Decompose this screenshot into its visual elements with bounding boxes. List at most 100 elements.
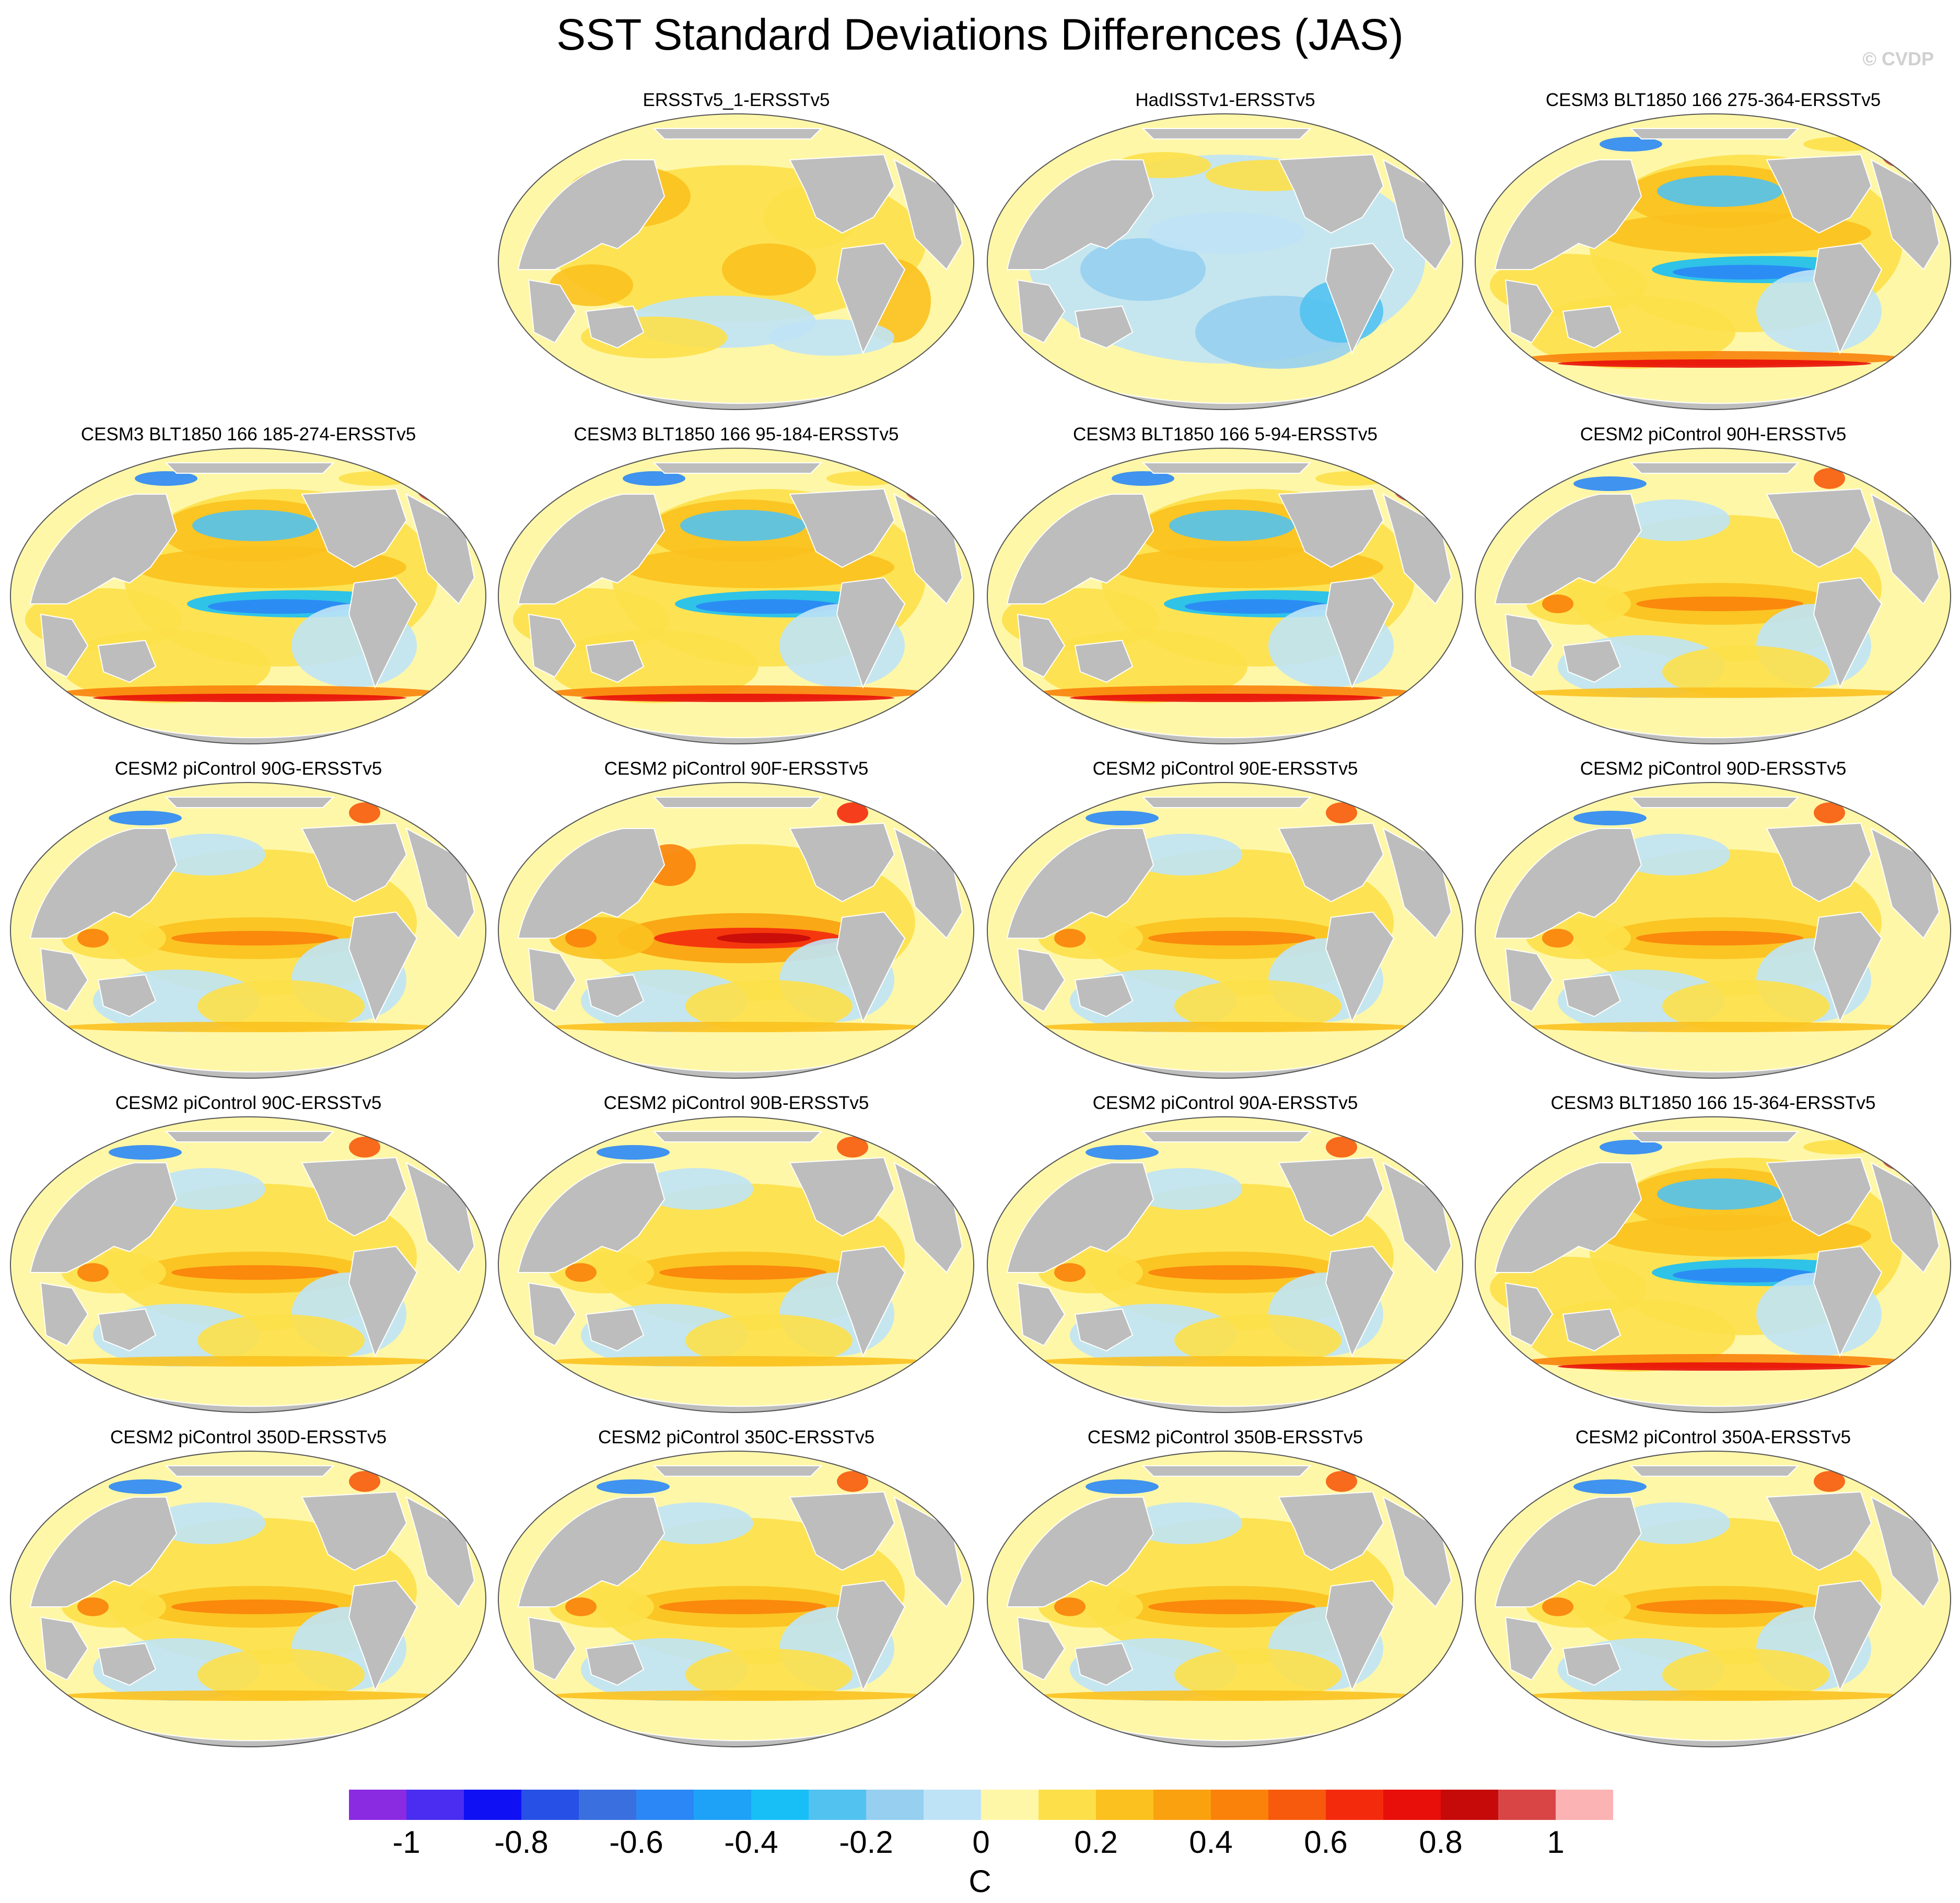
anomaly-contour: [349, 1471, 380, 1492]
map-panel: CESM2 piControl 90G-ERSSTv5: [9, 757, 487, 1081]
anomaly-contour: [1573, 811, 1647, 825]
colorbar-box: [349, 1790, 406, 1820]
map-outline: [987, 448, 1463, 744]
anomaly-contour: [1662, 646, 1829, 698]
anomaly-contour: [1394, 476, 1436, 502]
land-mask: [1141, 1131, 1312, 1142]
anomaly-contour: [837, 1137, 868, 1158]
colorbar-tick-label: 0: [972, 1825, 990, 1860]
land-mask: [1813, 242, 1883, 355]
land-mask: [1074, 1308, 1134, 1352]
anomaly-contour: [93, 694, 406, 702]
anomaly-contour: [1636, 931, 1803, 945]
anomaly-contour: [77, 1597, 109, 1616]
land-mask: [97, 1308, 157, 1352]
land-mask: [1278, 154, 1384, 234]
land-mask: [1562, 305, 1621, 349]
land-mask: [165, 462, 335, 474]
anomaly-contour: [717, 933, 811, 943]
land-mask: [97, 974, 157, 1018]
land-mask: [585, 1642, 645, 1686]
anomaly-contour: [1127, 1502, 1242, 1544]
map-field: [498, 1451, 974, 1747]
land-mask: [1629, 1465, 1800, 1477]
map-panel: CESM2 piControl 90F-ERSSTv5: [497, 757, 975, 1081]
land-mask: [40, 948, 89, 1012]
land-mask: [652, 1465, 823, 1477]
land-mask: [97, 1642, 157, 1686]
anomaly-contour: [150, 1502, 265, 1544]
anomaly-contour: [565, 1263, 597, 1282]
anomaly-contour: [1148, 212, 1305, 254]
anomaly-contour: [1573, 1479, 1647, 1494]
anomaly-contour: [62, 1690, 438, 1701]
anomaly-contour: [1326, 802, 1357, 823]
anomaly-contour: [1086, 1145, 1159, 1160]
colorbar-box: [1326, 1790, 1383, 1820]
land-mask: [1494, 1162, 1642, 1273]
panel-title: CESM3 BLT1850 166 15-364-ERSSTv5: [1550, 1093, 1876, 1113]
land-mask: [1813, 1245, 1883, 1358]
land-mask: [789, 822, 895, 903]
land-mask: [1278, 822, 1384, 903]
anomaly-contour: [1814, 802, 1845, 823]
land-mask: [1325, 242, 1395, 355]
land-mask: [528, 613, 577, 678]
map-field: [1475, 1451, 1951, 1747]
map-field: [10, 782, 486, 1079]
colorbar-box: [1096, 1790, 1153, 1820]
land-mask: [1504, 1616, 1554, 1681]
anomaly-contour: [1086, 811, 1159, 825]
map-outline: [1475, 782, 1951, 1079]
colorbar-box: [1211, 1790, 1268, 1820]
anomaly-contour: [680, 510, 806, 541]
land-mask: [789, 1157, 895, 1237]
land-mask: [1006, 494, 1154, 604]
colorbar-box: [1441, 1790, 1498, 1820]
map-field: [1475, 782, 1951, 1079]
land-mask: [301, 1157, 407, 1237]
land-mask: [1074, 974, 1134, 1018]
chart-title: SST Standard Deviations Differences (JAS…: [556, 10, 1404, 59]
anomaly-contour: [171, 931, 339, 945]
map-panel: CESM3 BLT1850 166 275-364-ERSSTv5: [1474, 89, 1952, 413]
anomaly-contour: [1315, 471, 1389, 486]
land-mask: [1006, 1162, 1154, 1273]
panel-title: CESM2 piControl 90F-ERSSTv5: [604, 758, 869, 779]
land-mask: [1813, 911, 1883, 1023]
land-mask: [528, 1616, 577, 1681]
land-mask: [836, 1245, 906, 1358]
land-mask: [585, 974, 645, 1018]
map-field: [1475, 448, 1951, 744]
land-mask: [652, 1131, 823, 1142]
land-mask: [1562, 974, 1621, 1018]
map-panel: CESM3 BLT1850 166 15-364-ERSSTv5: [1474, 1092, 1952, 1416]
anomaly-contour: [1600, 137, 1662, 151]
land-mask: [165, 1465, 335, 1477]
anomaly-contour: [1039, 1690, 1415, 1701]
land-mask: [1562, 639, 1621, 683]
colorbar-box: [1383, 1790, 1441, 1820]
map-outline: [1475, 448, 1951, 744]
land-mask: [585, 305, 645, 349]
map-panel: CESM2 piControl 350B-ERSSTv5: [986, 1426, 1464, 1750]
land-mask: [1494, 828, 1642, 939]
land-mask: [1504, 613, 1554, 678]
anomaly-contour: [1174, 980, 1341, 1032]
land-mask: [517, 1497, 666, 1607]
anomaly-contour: [1112, 471, 1174, 486]
anomaly-contour: [1558, 359, 1871, 368]
anomaly-contour: [1636, 1600, 1803, 1614]
land-mask: [652, 128, 823, 139]
colorbar-tick-label: 0.4: [1189, 1825, 1233, 1860]
colorbar-box: [636, 1790, 694, 1820]
colorbar-box: [521, 1790, 579, 1820]
anomaly-contour: [1636, 597, 1803, 611]
panel-title: CESM2 piControl 90B-ERSSTv5: [603, 1093, 869, 1113]
land-mask: [1074, 639, 1134, 683]
panel-title: CESM2 piControl 90C-ERSSTv5: [115, 1093, 382, 1113]
land-mask: [517, 1162, 666, 1273]
colorbar-box: [981, 1790, 1039, 1820]
land-mask: [1325, 911, 1395, 1023]
map-field: [987, 113, 1463, 410]
